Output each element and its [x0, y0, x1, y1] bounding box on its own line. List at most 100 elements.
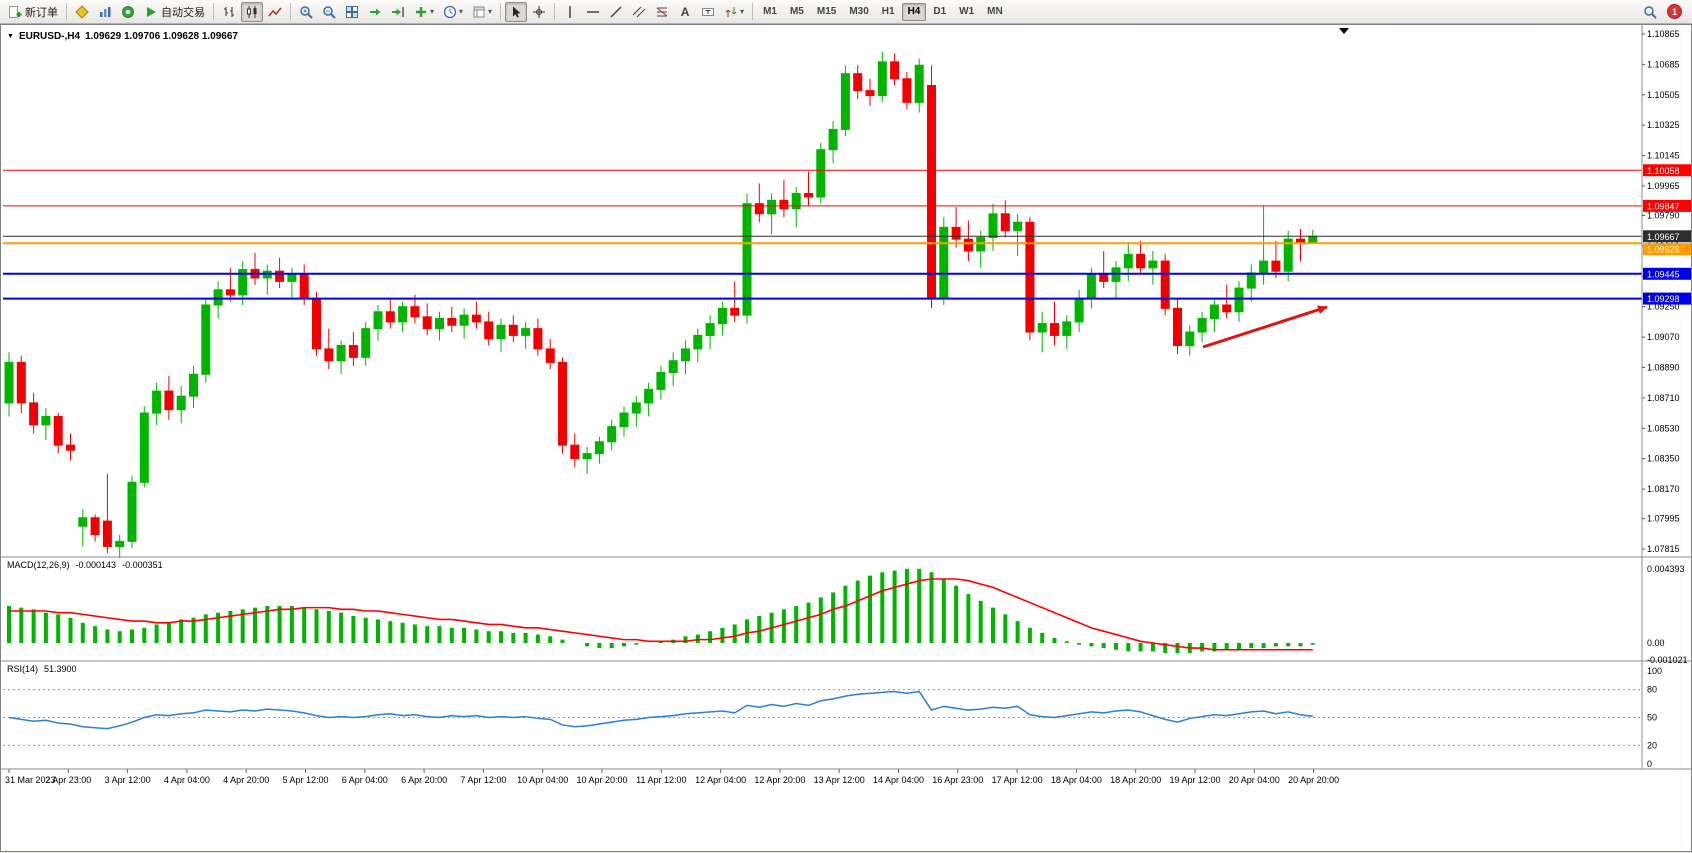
- new-order-label: 新订单: [25, 6, 58, 19]
- price-badge[interactable]: [1643, 199, 1691, 212]
- timeframe-m5-button[interactable]: M5: [789, 6, 804, 17]
- price-badge-label: 1.09626: [1647, 245, 1680, 255]
- macd-signal-line: [9, 578, 1313, 651]
- indicators-icon: [414, 5, 428, 19]
- chart-canvas[interactable]: 1.10865 1.10685 1.10505 1.10325 1.10145 1.099…: [1, 25, 1692, 853]
- periods-button[interactable]: ▾: [439, 2, 467, 22]
- chart-dropdown-icon[interactable]: ▼: [7, 33, 14, 40]
- rsi-name: RSI(14): [7, 664, 39, 674]
- timeframe-h4-button[interactable]: H4: [901, 2, 927, 21]
- cursor-button[interactable]: [505, 1, 528, 22]
- date-label: 20 Apr 20:00: [1288, 775, 1339, 785]
- text-label-button[interactable]: [697, 2, 719, 22]
- rsi-axis-label: 80: [1647, 685, 1657, 695]
- price-tick-label: 1.09965: [1647, 181, 1680, 191]
- auto-trading-button[interactable]: 自动交易: [140, 2, 209, 22]
- candles-layer: [4, 51, 1318, 559]
- line-chart-button[interactable]: [264, 2, 286, 22]
- search-icon: [1643, 5, 1657, 19]
- arrows-button[interactable]: ▾: [720, 2, 748, 22]
- chart-shift-marker[interactable]: [1339, 28, 1349, 34]
- zoom-in-button[interactable]: [295, 2, 317, 22]
- toolbar-separator: [66, 3, 67, 20]
- date-label: 16 Apr 23:00: [932, 775, 983, 785]
- trend-arrow-annotation[interactable]: [1202, 305, 1328, 349]
- timeframe-w1-button[interactable]: W1: [959, 6, 975, 17]
- rsi-axis-label: 0: [1647, 759, 1652, 769]
- auto-scroll-button[interactable]: [364, 2, 386, 22]
- price-badge[interactable]: [1643, 164, 1691, 177]
- crosshair-button[interactable]: [528, 2, 550, 22]
- date-label: 12 Apr 20:00: [754, 775, 805, 785]
- price-tick-label: 1.10325: [1647, 120, 1680, 130]
- candlestick-chart-button[interactable]: [241, 1, 263, 22]
- text-button[interactable]: A: [674, 2, 696, 22]
- zoom-out-button[interactable]: [318, 2, 340, 22]
- timeframe-m30-button[interactable]: M30: [849, 6, 869, 17]
- toolbar-right-group: 1: [1639, 2, 1688, 22]
- horizontal-line-icon: [586, 5, 600, 19]
- strategy-tester-button[interactable]: [117, 2, 139, 22]
- date-label: 5 Apr 12:00: [282, 775, 328, 785]
- price-tick-label: 1.07995: [1647, 514, 1680, 524]
- new-order-button[interactable]: 新订单: [4, 2, 62, 22]
- templates-icon: [472, 5, 486, 19]
- price-badge-label: 1.09298: [1647, 294, 1680, 304]
- price-tick-label: 1.09790: [1647, 211, 1680, 221]
- equidistant-channel-icon: [632, 5, 646, 19]
- dropdown-caret-icon: ▾: [740, 7, 745, 16]
- date-label: 10 Apr 04:00: [517, 775, 568, 785]
- tile-windows-button[interactable]: [341, 2, 363, 22]
- macd-axis-label: 0.004393: [1647, 564, 1685, 574]
- date-label: 10 Apr 20:00: [576, 775, 627, 785]
- price-badge[interactable]: [1643, 267, 1691, 280]
- fibonacci-button[interactable]: [651, 2, 673, 22]
- timeframe-m15-button[interactable]: M15: [816, 6, 837, 17]
- search-button[interactable]: [1639, 2, 1661, 22]
- price-tick-label: 1.08350: [1647, 454, 1680, 464]
- macd-axis-label: 0.00: [1647, 638, 1665, 648]
- timeframe-d1-button[interactable]: D1: [933, 6, 947, 17]
- price-tick-label: 1.08530: [1647, 423, 1680, 433]
- horizontal-line-button[interactable]: [582, 2, 604, 22]
- date-label: 17 Apr 12:00: [992, 775, 1043, 785]
- chart-window: 1.10865 1.10685 1.10505 1.10325 1.10145 1.099…: [0, 24, 1692, 852]
- line-chart-icon: [268, 5, 282, 19]
- strategy-tester-icon: [121, 5, 135, 19]
- auto-scroll-icon: [368, 5, 382, 19]
- price-tick-label: 1.09250: [1647, 302, 1680, 312]
- date-label: 31 Mar 2023: [5, 775, 56, 785]
- date-label: 19 Apr 12:00: [1169, 775, 1220, 785]
- notification-badge[interactable]: 1: [1667, 4, 1682, 19]
- trendline-button[interactable]: [605, 2, 627, 22]
- price-tick-label: 1.10865: [1647, 29, 1680, 39]
- zoom-out-icon: [322, 5, 336, 19]
- crosshair-icon: [532, 5, 546, 19]
- toolbar-separator: [500, 3, 502, 20]
- price-badge[interactable]: [1643, 243, 1691, 256]
- price-tick-label: 1.08890: [1647, 362, 1680, 372]
- indicators-button[interactable]: ▾: [410, 2, 438, 22]
- market-watch-button[interactable]: [94, 2, 116, 22]
- rsi-label: RSI(14) 51.3900: [7, 664, 77, 674]
- rsi-axis-label: 100: [1647, 666, 1662, 676]
- equidistant-channel-button[interactable]: [628, 2, 650, 22]
- dropdown-caret-icon: ▾: [488, 7, 493, 16]
- bar-chart-button[interactable]: [218, 2, 240, 22]
- price-tick-label: 1.10145: [1647, 151, 1680, 161]
- timeframe-h1-button[interactable]: H1: [881, 6, 895, 17]
- date-label: 3 Apr 12:00: [105, 775, 151, 785]
- chart-shift-button[interactable]: [387, 2, 409, 22]
- metaeditor-button[interactable]: [71, 2, 93, 22]
- timeframe-mn-button[interactable]: MN: [987, 6, 1003, 17]
- price-badge[interactable]: [1643, 292, 1691, 305]
- candlestick-chart-icon: [245, 5, 259, 19]
- templates-button[interactable]: ▾: [468, 2, 496, 22]
- rsi-axis-label: 20: [1647, 740, 1657, 750]
- timeframe-m1-button[interactable]: M1: [763, 6, 777, 17]
- zoom-in-icon: [299, 5, 313, 19]
- price-badge[interactable]: [1643, 230, 1691, 243]
- periods-clock-icon: [443, 5, 457, 19]
- date-label: 11 Apr 12:00: [636, 775, 686, 785]
- vertical-line-button[interactable]: [559, 2, 581, 22]
